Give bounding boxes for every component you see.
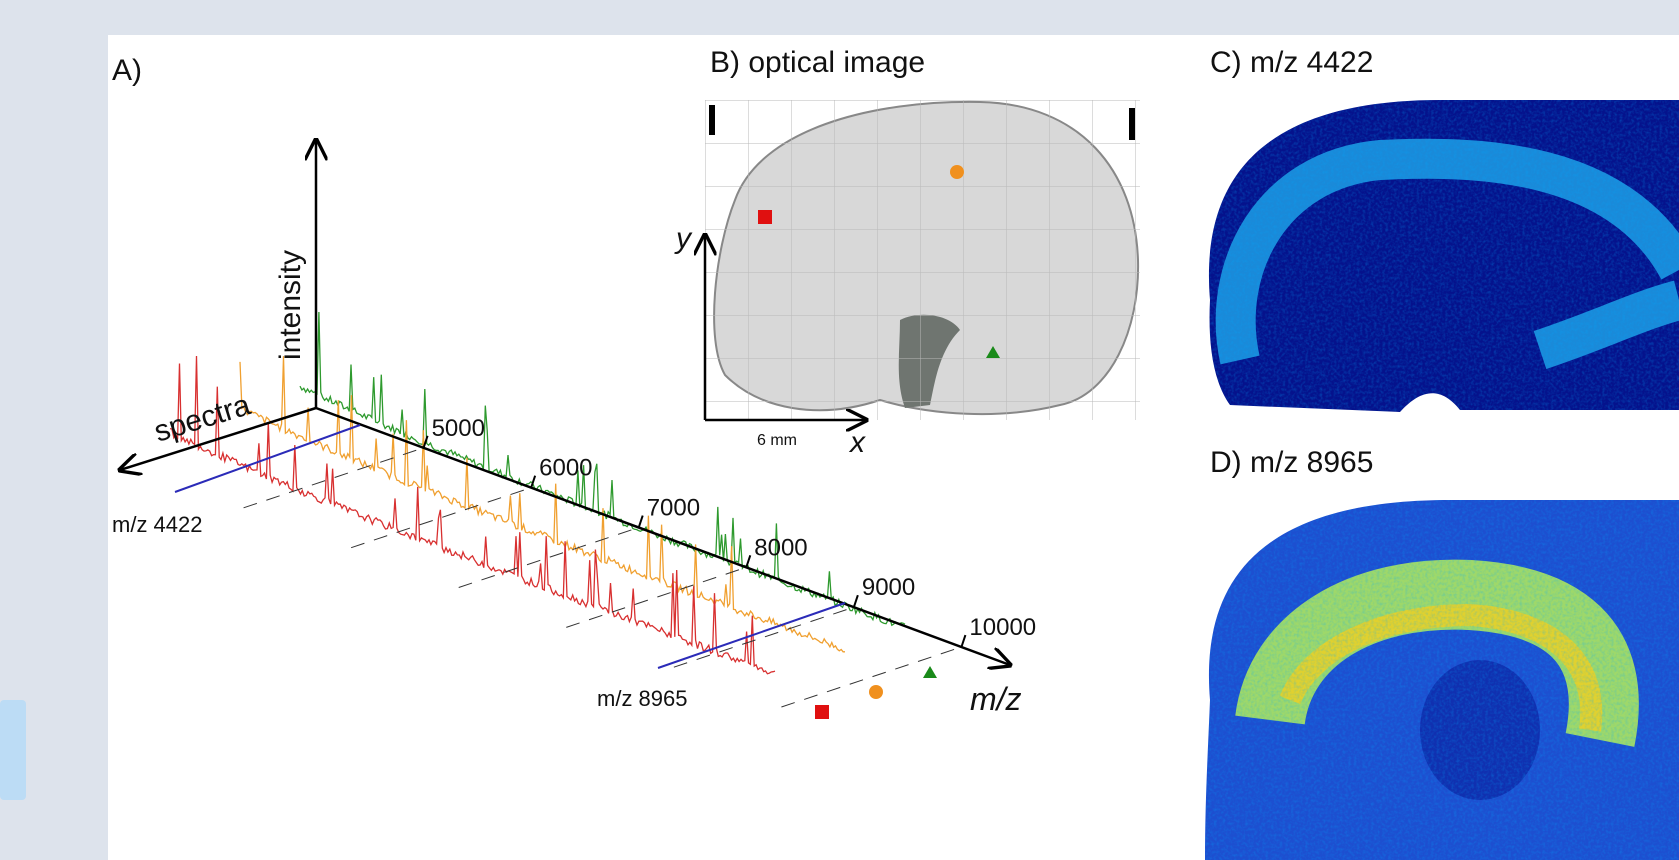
panel-b: B) optical image y x 6 mm (674, 46, 1140, 459)
tick-label: 9000 (862, 574, 915, 601)
tick-label: 8000 (754, 534, 807, 561)
mz-marker-label: m/z 8965 (597, 686, 688, 711)
scale-label: 6 mm (757, 432, 797, 449)
mz-marker-label: m/z 4422 (112, 512, 203, 537)
tick-label: 10000 (969, 614, 1036, 641)
position-marker (758, 210, 772, 224)
legend-marker (815, 705, 829, 719)
position-marker (950, 165, 964, 179)
tick-label: 5000 (432, 415, 485, 442)
ion-noise (1200, 95, 1679, 415)
figure-viewer: A) intensity spectra m/z 500060007000800… (0, 0, 1679, 860)
axis-label: intensity (274, 250, 307, 360)
axis-label: m/z (970, 681, 1022, 717)
legend-marker (869, 685, 883, 699)
panel-label: A) (112, 54, 142, 87)
ion-noise (1200, 495, 1679, 860)
panel-title: D) m/z 8965 (1210, 446, 1373, 479)
axis-label: x (848, 426, 866, 459)
side-tab[interactable] (0, 700, 26, 800)
panel-title: B) optical image (710, 46, 925, 79)
tick-label: 7000 (647, 495, 700, 522)
panel-title: C) m/z 4422 (1210, 46, 1373, 79)
tick-label: 6000 (539, 455, 592, 482)
grid-overlay (705, 100, 1140, 420)
axis-label: y (674, 222, 693, 255)
